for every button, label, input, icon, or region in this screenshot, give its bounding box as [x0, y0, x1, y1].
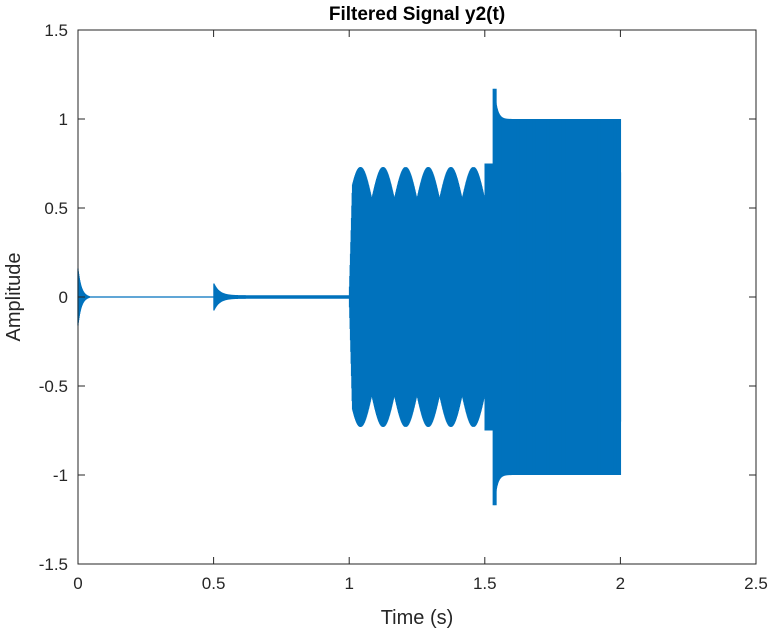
x-tick-label: 2: [616, 574, 625, 593]
x-tick-label: 1: [344, 574, 353, 593]
x-tick-label: 0.5: [202, 574, 226, 593]
y-tick-label: -0.5: [39, 377, 68, 396]
chart-title: Filtered Signal y2(t): [329, 4, 505, 25]
y-tick-label: 1: [59, 110, 68, 129]
x-tick-label: 1.5: [473, 574, 497, 593]
y-tick-label: 1.5: [44, 21, 68, 40]
x-tick-label: 2.5: [744, 574, 768, 593]
y-tick-label: 0.5: [44, 199, 68, 218]
series-layer: [77, 88, 622, 506]
y-tick-label: -1.5: [39, 555, 68, 574]
tick-layer: 0 0.5 1 1.5 2 2.5 -1.5 -1 -0.5 0 0.5 1 1.5: [39, 21, 768, 593]
y-axis-label: Amplitude: [3, 253, 25, 342]
y-tick-label: 0: [59, 288, 68, 307]
x-tick-label: 0: [73, 574, 82, 593]
x-axis-label: Time (s): [381, 607, 454, 629]
y-tick-label: -1: [53, 466, 68, 485]
